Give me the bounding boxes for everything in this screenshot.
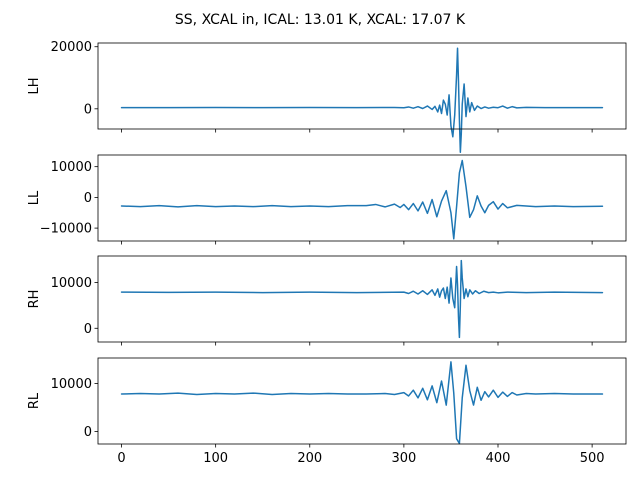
x-tick-label: 300 [391, 451, 416, 466]
x-tick-label: 500 [580, 451, 605, 466]
y-tick-label: 0 [84, 425, 92, 440]
subplot-rl: 0 10000 0 100 200 300 400 500 RL [27, 357, 627, 466]
figure-title: SS, XCAL in, ICAL: 13.01 K, XCAL: 17.07 … [175, 12, 466, 28]
y-axis-label: LH [27, 77, 42, 94]
axes-frame [97, 255, 627, 343]
y-tick-label: 20000 [51, 40, 92, 55]
y-tick-label: 0 [84, 191, 92, 206]
y-tick-label: 10000 [51, 276, 92, 291]
series-line-lh [120, 47, 604, 154]
y-axis-label: LL [27, 190, 42, 205]
x-tick-label: 100 [203, 451, 228, 466]
axes-frame [97, 154, 627, 242]
y-tick-label: −10000 [40, 222, 92, 237]
y-axis-label: RL [27, 392, 42, 409]
axes-frame [97, 42, 627, 130]
axes-frame [97, 357, 627, 445]
subplot-ll: −10000 0 10000 LL [27, 154, 627, 245]
y-tick-label: 0 [84, 322, 92, 337]
subplot-lh: 0 20000 LH [27, 40, 627, 154]
subplots: 0 20000 LH −10000 0 10000 LL 0 10000 RH 0 10000 0 100… [27, 40, 627, 466]
y-tick-label: 10000 [51, 160, 92, 175]
y-tick-label: 0 [84, 102, 92, 117]
series-line-rl [120, 361, 604, 445]
series-line-ll [120, 159, 604, 240]
y-axis-label: RH [27, 290, 42, 309]
series-line-rh [120, 259, 604, 339]
y-tick-label: 10000 [51, 377, 92, 392]
subplot-rh: 0 10000 RH [27, 255, 627, 346]
x-tick-label: 400 [486, 451, 511, 466]
x-tick-label: 0 [117, 451, 125, 466]
x-tick-label: 200 [297, 451, 322, 466]
